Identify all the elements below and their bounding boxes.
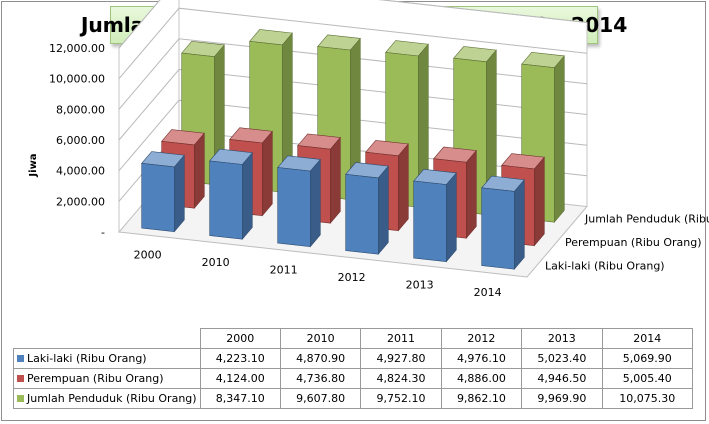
bar bbox=[277, 155, 321, 248]
table-cell: 5,069.90 bbox=[601, 348, 694, 369]
table-cell: 9,607.80 bbox=[279, 388, 362, 409]
table-cell: 4,223.10 bbox=[199, 348, 281, 369]
gridline bbox=[118, 38, 588, 110]
table-column-header: 2014 bbox=[601, 328, 694, 349]
table-column-header: 2012 bbox=[440, 328, 523, 349]
table-row: Laki-laki (Ribu Orang) 4,223.10 4,870.90 4,… bbox=[13, 348, 694, 369]
table-column-header: 2010 bbox=[279, 328, 362, 349]
bar-side bbox=[465, 149, 477, 240]
table-cell: 9,969.90 bbox=[521, 388, 603, 409]
legend-key bbox=[17, 355, 24, 362]
table-corner bbox=[13, 328, 201, 349]
bar-front bbox=[345, 173, 379, 255]
y-tick-label: 8,000.00 bbox=[56, 103, 105, 116]
y-tick-label: 2,000.00 bbox=[56, 195, 105, 208]
gridline bbox=[118, 68, 588, 141]
table-cell: 9,752.10 bbox=[360, 388, 442, 409]
x-tick-label: 2000 bbox=[134, 248, 162, 261]
table-column-header: 2011 bbox=[360, 328, 442, 349]
bar-front bbox=[141, 162, 175, 233]
bar-side bbox=[329, 136, 341, 225]
x-tick-label: 2012 bbox=[338, 271, 366, 284]
y-tick-label: 6,000.00 bbox=[56, 134, 105, 147]
bar-front bbox=[481, 187, 515, 270]
table-cell: 8,347.10 bbox=[199, 388, 281, 409]
table-cell: 4,124.00 bbox=[199, 368, 281, 389]
gridline bbox=[118, 0, 588, 49]
bar-side bbox=[242, 151, 253, 241]
bar-side bbox=[174, 154, 185, 233]
table-row: Perempuan (Ribu Orang) 4,124.00 4,736.80 4,… bbox=[13, 368, 694, 389]
x-tick-label: 2013 bbox=[406, 278, 434, 291]
table-cell: 4,946.50 bbox=[521, 368, 603, 389]
bar bbox=[481, 175, 525, 271]
table-column-header: 2000 bbox=[199, 328, 281, 349]
legend-label: Laki-laki (Ribu Orang) bbox=[27, 352, 147, 365]
bar-side bbox=[377, 165, 389, 256]
gridline bbox=[118, 99, 588, 172]
bar-side bbox=[194, 132, 205, 210]
table-row-header: Laki-laki (Ribu Orang) bbox=[13, 348, 201, 369]
x-tick-label: 2010 bbox=[202, 256, 230, 269]
bar-front bbox=[277, 167, 311, 248]
bar-side bbox=[513, 178, 525, 271]
table-cell: 5,005.40 bbox=[601, 368, 694, 389]
legend-label: Perempuan (Ribu Orang) bbox=[27, 372, 164, 385]
bar-side bbox=[397, 143, 409, 232]
bar bbox=[209, 148, 253, 241]
bar-side bbox=[553, 55, 565, 224]
x-tick-label: 2014 bbox=[474, 286, 502, 299]
table-cell: 4,976.10 bbox=[440, 348, 523, 369]
table-row: Jumlah Penduduk (Ribu Orang) 8,347.10 9,60… bbox=[13, 388, 694, 409]
series-axis-label: Jumlah Penduduk (Ribu Orang) bbox=[584, 212, 709, 225]
legend-key bbox=[17, 395, 24, 402]
legend-label: Jumlah Penduduk (Ribu Orang) bbox=[27, 392, 197, 405]
series-axis-label: Perempuan (Ribu Orang) bbox=[565, 236, 702, 249]
table-row-header: Jumlah Penduduk (Ribu Orang) bbox=[13, 388, 201, 409]
data-table-header: 2000 2010 2011 2012 2013 2014 bbox=[13, 328, 694, 349]
table-cell: 9,862.10 bbox=[440, 388, 523, 409]
y-tick-label: - bbox=[101, 226, 105, 239]
gridline bbox=[118, 7, 588, 80]
x-tick-label: 2011 bbox=[270, 263, 298, 276]
table-cell: 4,824.30 bbox=[360, 368, 442, 389]
bar bbox=[413, 168, 457, 263]
bar-side bbox=[309, 158, 321, 248]
y-tick-label: 10,000.00 bbox=[49, 73, 105, 86]
table-cell: 4,886.00 bbox=[440, 368, 523, 389]
table-cell: 4,736.80 bbox=[279, 368, 362, 389]
table-cell: 10,075.30 bbox=[601, 388, 694, 409]
table-cell: 5,023.40 bbox=[521, 348, 603, 369]
y-axis-label: Jiwa bbox=[28, 153, 39, 177]
table-cell: 4,927.80 bbox=[360, 348, 442, 369]
bar bbox=[141, 151, 185, 233]
bar-side bbox=[445, 172, 457, 263]
chart-plot: - 2,000.00 4,000.00 6,000.00 8,000.00 10,000.… bbox=[28, 0, 709, 299]
data-table: 2000 2010 2011 2012 2013 2014 Laki-laki (Ribu… bbox=[13, 328, 694, 409]
bar-front bbox=[413, 180, 447, 263]
bar-side bbox=[533, 156, 545, 247]
table-row-header: Perempuan (Ribu Orang) bbox=[13, 368, 201, 389]
bar-front bbox=[209, 160, 243, 240]
y-tick-label: 12,000.00 bbox=[49, 42, 105, 55]
bar bbox=[345, 162, 389, 256]
table-column-header: 2013 bbox=[521, 328, 603, 349]
series-axis-label: Laki-laki (Ribu Orang) bbox=[545, 259, 665, 272]
legend-key bbox=[17, 375, 24, 382]
y-tick-label: 4,000.00 bbox=[56, 165, 105, 178]
bar-side bbox=[261, 130, 273, 217]
table-cell: 4,870.90 bbox=[279, 348, 362, 369]
